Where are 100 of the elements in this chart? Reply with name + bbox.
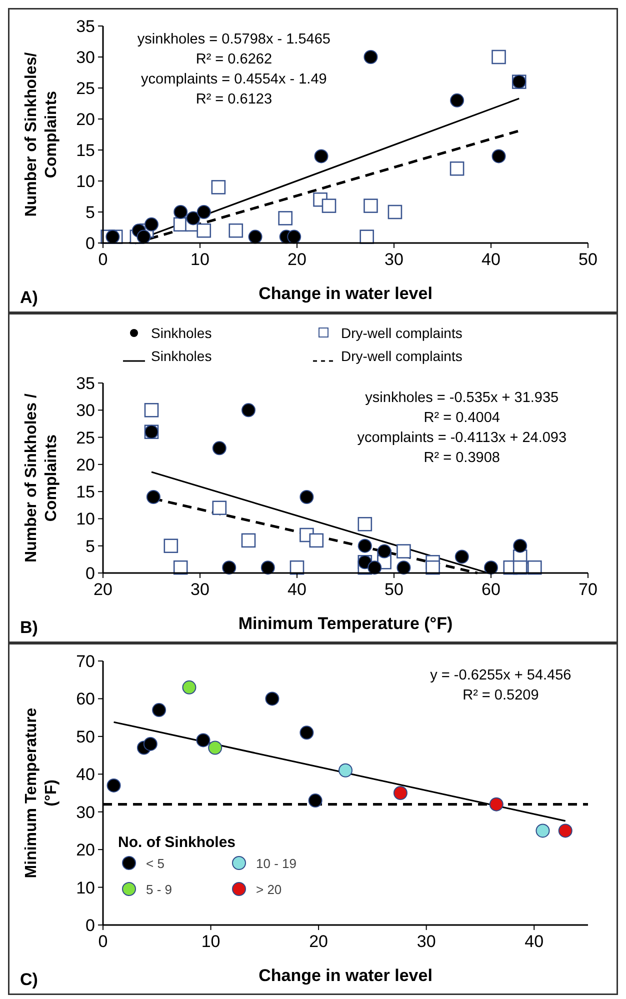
point — [186, 211, 200, 226]
point — [196, 223, 212, 238]
y-tick-label: 30 — [76, 401, 95, 420]
point — [212, 500, 227, 516]
point — [212, 441, 226, 456]
point — [314, 149, 328, 164]
annotation: ysinkholes = -0.535x + 31.935 — [365, 390, 559, 406]
point — [322, 198, 336, 213]
point — [152, 703, 166, 718]
point — [222, 560, 236, 575]
y-tick-label: 20 — [76, 840, 95, 860]
point — [287, 230, 302, 244]
y-tick-label: 70 — [76, 652, 95, 671]
x-axis-title: Change in water level — [258, 284, 432, 303]
point — [450, 161, 464, 176]
point — [309, 533, 324, 548]
x-tick-label: 20 — [309, 932, 328, 951]
point — [454, 550, 469, 564]
annotation: ycomplaints = 0.4554x - 1.49 — [141, 71, 327, 88]
point — [144, 402, 159, 418]
point — [211, 180, 226, 194]
x-axis-title: Change in water level — [258, 966, 432, 985]
point — [174, 205, 188, 219]
y-tick-label: 5 — [86, 203, 95, 222]
point — [558, 824, 572, 838]
point — [182, 680, 196, 694]
annotation: y = -0.6255x + 54.456 — [430, 667, 572, 684]
x-tick-label: 50 — [578, 250, 598, 269]
y-tick-label: 0 — [86, 564, 95, 583]
legend-label: Dry-well complaints — [341, 325, 462, 341]
annotation: R² = 0.6123 — [196, 91, 272, 108]
point — [106, 778, 121, 792]
point — [300, 726, 314, 740]
point — [393, 786, 408, 800]
x-tick-label: 40 — [482, 250, 500, 269]
y-tick-label: 10 — [76, 510, 95, 529]
point — [396, 560, 411, 575]
x-tick-label: 10 — [201, 932, 220, 951]
annotation: R² = 0.5209 — [462, 687, 539, 704]
point — [136, 230, 151, 244]
point — [164, 538, 178, 554]
point — [368, 560, 382, 575]
y-tick-label: 10 — [76, 172, 95, 191]
legend-label: < 5 — [146, 856, 164, 871]
y-tick-label: 25 — [76, 79, 95, 98]
point — [364, 198, 378, 213]
point — [358, 516, 372, 532]
point — [364, 50, 378, 64]
annotation: R² = 0.6262 — [196, 51, 272, 68]
point — [196, 205, 211, 219]
annotation: R² = 0.4004 — [424, 410, 500, 426]
point — [489, 797, 504, 812]
x-tick-label: 30 — [384, 250, 404, 269]
x-tick-label: 40 — [524, 932, 544, 951]
point — [196, 733, 210, 748]
point — [106, 230, 120, 244]
x-tick-label: 40 — [288, 580, 306, 599]
point — [260, 560, 275, 575]
point — [248, 230, 262, 244]
point — [338, 763, 352, 778]
y-tick-label: 20 — [76, 110, 95, 129]
x-tick-label: 0 — [98, 932, 108, 951]
point — [208, 740, 222, 755]
point — [484, 560, 498, 575]
point — [536, 824, 550, 838]
y-tick-label: 15 — [76, 482, 95, 502]
y-axis-title: Minimum Temperature (°F) — [23, 708, 60, 878]
x-tick-label: 20 — [288, 250, 306, 269]
point — [492, 50, 506, 64]
y-axis-title: Number of Sinkholes/ Complaints — [23, 52, 60, 217]
text: C) — [20, 970, 38, 989]
x-tick-label: 50 — [384, 580, 404, 599]
point — [241, 533, 256, 548]
point — [278, 211, 293, 226]
point — [146, 490, 160, 504]
point — [492, 149, 506, 164]
y-tick-label: 35 — [76, 17, 95, 36]
y-tick-label: 60 — [76, 690, 95, 709]
legend-title: No. of Sinkholes — [118, 834, 236, 851]
y-tick-label: 30 — [76, 48, 95, 67]
legend-label: 5 - 9 — [146, 882, 172, 897]
y-tick-label: 30 — [76, 802, 95, 822]
point — [396, 544, 411, 558]
annotation: ycomplaints = -0.4113x + 24.093 — [357, 430, 567, 446]
point — [450, 93, 464, 108]
point — [358, 538, 372, 553]
y-tick-label: 35 — [76, 374, 95, 393]
point — [377, 544, 392, 558]
text: B) — [20, 618, 38, 637]
x-tick-label: 30 — [190, 580, 210, 599]
y-axis-title: Number of Sinkholes / Complaints — [23, 392, 60, 562]
legend-label: Dry-well complaints — [341, 348, 462, 364]
annotation: ysinkholes = 0.5798x - 1.5465 — [137, 31, 330, 48]
point — [144, 217, 158, 232]
point — [228, 223, 244, 238]
y-tick-label: 15 — [76, 141, 95, 160]
x-axis-title: Minimum Temperature (°F) — [238, 614, 453, 633]
point — [300, 490, 314, 504]
x-tick-label: 30 — [416, 932, 436, 951]
y-tick-label: 40 — [76, 765, 95, 784]
